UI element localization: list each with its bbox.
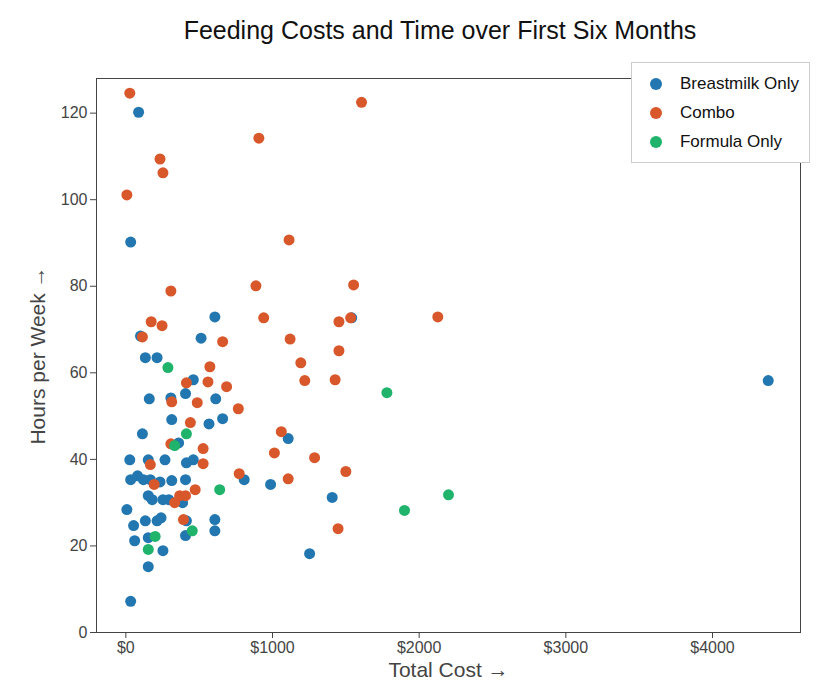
svg-text:120: 120	[61, 104, 88, 121]
svg-text:20: 20	[70, 537, 88, 554]
svg-text:Total Cost →: Total Cost →	[388, 658, 508, 681]
html-text:Formula Only: Formula Only	[680, 131, 782, 151]
svg-text:Hours per Week →: Hours per Week →	[26, 266, 49, 444]
html-text:Breastmilk Only: Breastmilk Only	[680, 73, 799, 93]
svg-text:$1000: $1000	[250, 639, 295, 656]
svg-text:$4000: $4000	[690, 639, 735, 656]
html-text:Feeding Costs and Time over Fi: Feeding Costs and Time over First Six Mo…	[183, 16, 697, 44]
svg-text:0: 0	[79, 624, 88, 641]
svg-text:80: 80	[70, 277, 88, 294]
svg-text:$0: $0	[117, 639, 135, 656]
svg-text:100: 100	[61, 191, 88, 208]
html-text:Combo: Combo	[680, 102, 735, 122]
svg-text:$3000: $3000	[544, 639, 589, 656]
svg-text:60: 60	[70, 364, 88, 381]
svg-text:40: 40	[70, 450, 88, 467]
svg-text:$2000: $2000	[397, 639, 442, 656]
